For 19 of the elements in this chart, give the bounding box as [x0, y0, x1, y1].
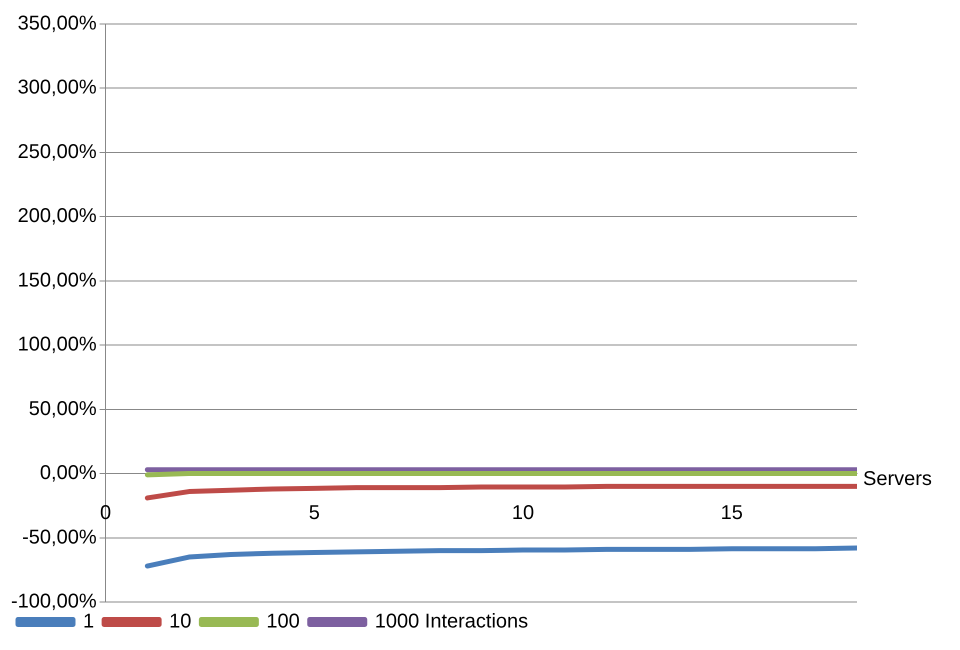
legend-label: 100 [266, 610, 300, 633]
legend-label: 1000 Interactions [374, 610, 528, 633]
y-tick-label: 250,00% [18, 140, 97, 163]
x-tick-label: 5 [308, 502, 320, 524]
legend-label: 10 [169, 610, 192, 633]
y-tick-label: 350,00% [18, 12, 97, 35]
y-tick-label: -100,00% [10, 590, 97, 613]
x-tick-label: 0 [100, 502, 112, 524]
legend-label: 1 [83, 610, 94, 633]
y-tick-label: 50,00% [28, 398, 97, 420]
x-tick-label: 10 [512, 502, 534, 524]
y-tick-label: 100,00% [18, 334, 97, 356]
y-tick-label: 200,00% [18, 205, 97, 228]
y-tick-label: 300,00% [18, 76, 97, 99]
y-tick-label: 0,00% [40, 462, 97, 484]
x-tick-label: 15 [720, 502, 743, 524]
x-axis-title: Servers [863, 468, 932, 490]
y-tick-label: -50,00% [22, 526, 97, 548]
y-tick-label: 150,00% [18, 269, 97, 292]
